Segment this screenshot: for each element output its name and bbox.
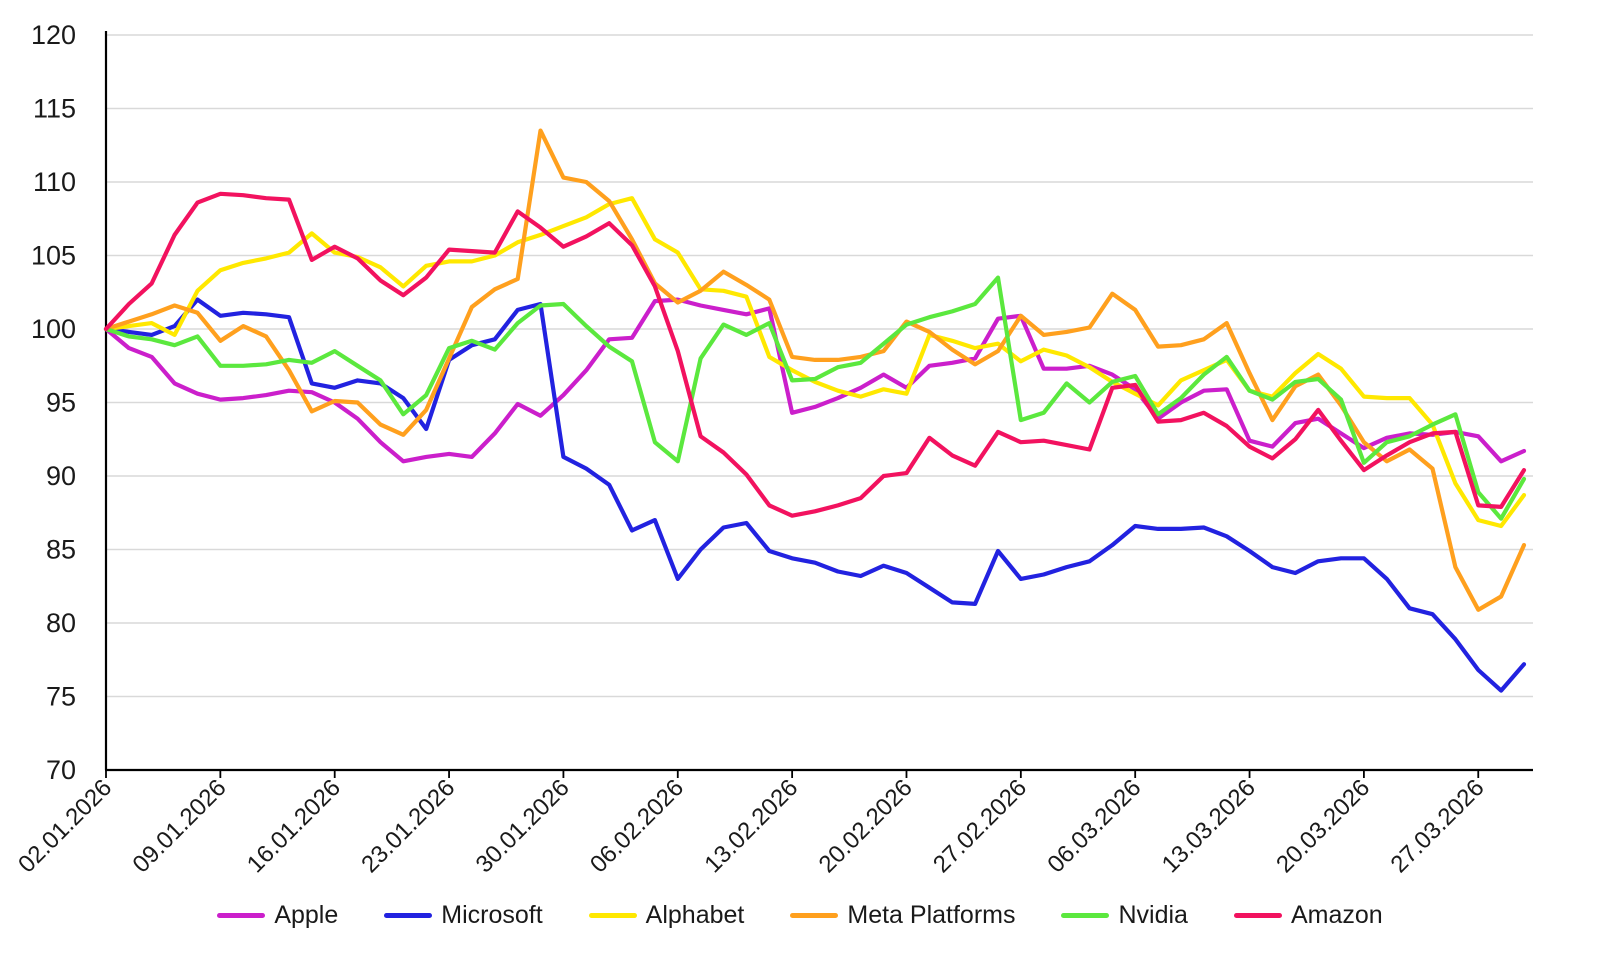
y-tick-label-95: 95 — [46, 388, 76, 418]
x-tick-label: 27.02.2026 — [928, 774, 1032, 878]
y-tick-label-100: 100 — [31, 314, 76, 344]
legend-item-microsoft: Microsoft — [384, 901, 543, 930]
y-axis-labels: 70 75 80 85 90 95 100 105 110 115 120 — [31, 20, 76, 785]
y-tick-label-85: 85 — [46, 535, 76, 565]
series-line-microsoft — [103, 297, 1527, 693]
x-tick-label: 16.01.2026 — [242, 774, 346, 878]
series-line-nvidia — [103, 275, 1527, 521]
legend-label: Alphabet — [645, 901, 745, 929]
legend-item-alphabet: Alphabet — [588, 901, 745, 930]
legend-item-amazon: Amazon — [1233, 901, 1383, 930]
x-axis-ticks-and-labels: 02.01.2026 09.01.2026 16.01.2026 23.01.2026… — [13, 770, 1490, 878]
y-tick-label-120: 120 — [31, 20, 76, 50]
x-tick-label: 06.03.2026 — [1042, 774, 1146, 878]
series-line-apple — [103, 297, 1527, 464]
legend-item-meta-platforms: Meta Platforms — [790, 901, 1015, 930]
x-tick-label: 23.01.2026 — [356, 774, 460, 878]
x-tick-label: 13.03.2026 — [1157, 774, 1261, 878]
y-tick-label-90: 90 — [46, 461, 76, 491]
x-tick-label: 27.03.2026 — [1385, 774, 1489, 878]
x-tick-label: 20.02.2026 — [814, 774, 918, 878]
legend-item-nvidia: Nvidia — [1061, 901, 1188, 930]
y-tick-label-75: 75 — [46, 682, 76, 712]
series-line-alphabet — [103, 196, 1527, 529]
y-tick-label-105: 105 — [31, 241, 76, 271]
legend-color-swatch — [1061, 913, 1110, 918]
legend-color-swatch — [217, 913, 266, 918]
x-tick-label: 30.01.2026 — [471, 774, 575, 878]
legend-color-swatch — [588, 913, 637, 918]
series-line-amazon — [103, 191, 1527, 518]
y-tick-label-110: 110 — [33, 167, 76, 197]
legend-color-swatch — [384, 913, 433, 918]
legend-color-swatch — [1233, 913, 1282, 918]
legend-label: Meta Platforms — [847, 901, 1016, 929]
x-tick-label: 13.02.2026 — [699, 774, 803, 878]
legend-color-swatch — [790, 913, 839, 918]
series-lines — [103, 128, 1527, 693]
y-tick-label-70: 70 — [46, 755, 76, 785]
legend-label: Microsoft — [441, 901, 543, 929]
legend-label: Apple — [274, 901, 339, 929]
gridlines — [106, 34, 1533, 698]
x-tick-label: 09.01.2026 — [128, 774, 232, 878]
x-tick-label: 20.03.2026 — [1271, 774, 1375, 878]
legend-label: Amazon — [1290, 901, 1383, 929]
legend-item-apple: Apple — [217, 901, 338, 930]
series-line-meta-platforms — [103, 128, 1527, 612]
y-tick-label-115: 115 — [33, 94, 76, 124]
x-tick-label: 06.02.2026 — [585, 774, 689, 878]
chart-legend: Apple Microsoft Alphabet Meta Platforms Nvid… — [0, 901, 1600, 930]
y-tick-label-80: 80 — [46, 608, 76, 638]
axes — [104, 31, 1533, 772]
x-tick-label: 02.01.2026 — [13, 774, 117, 878]
legend-label: Nvidia — [1118, 901, 1188, 929]
